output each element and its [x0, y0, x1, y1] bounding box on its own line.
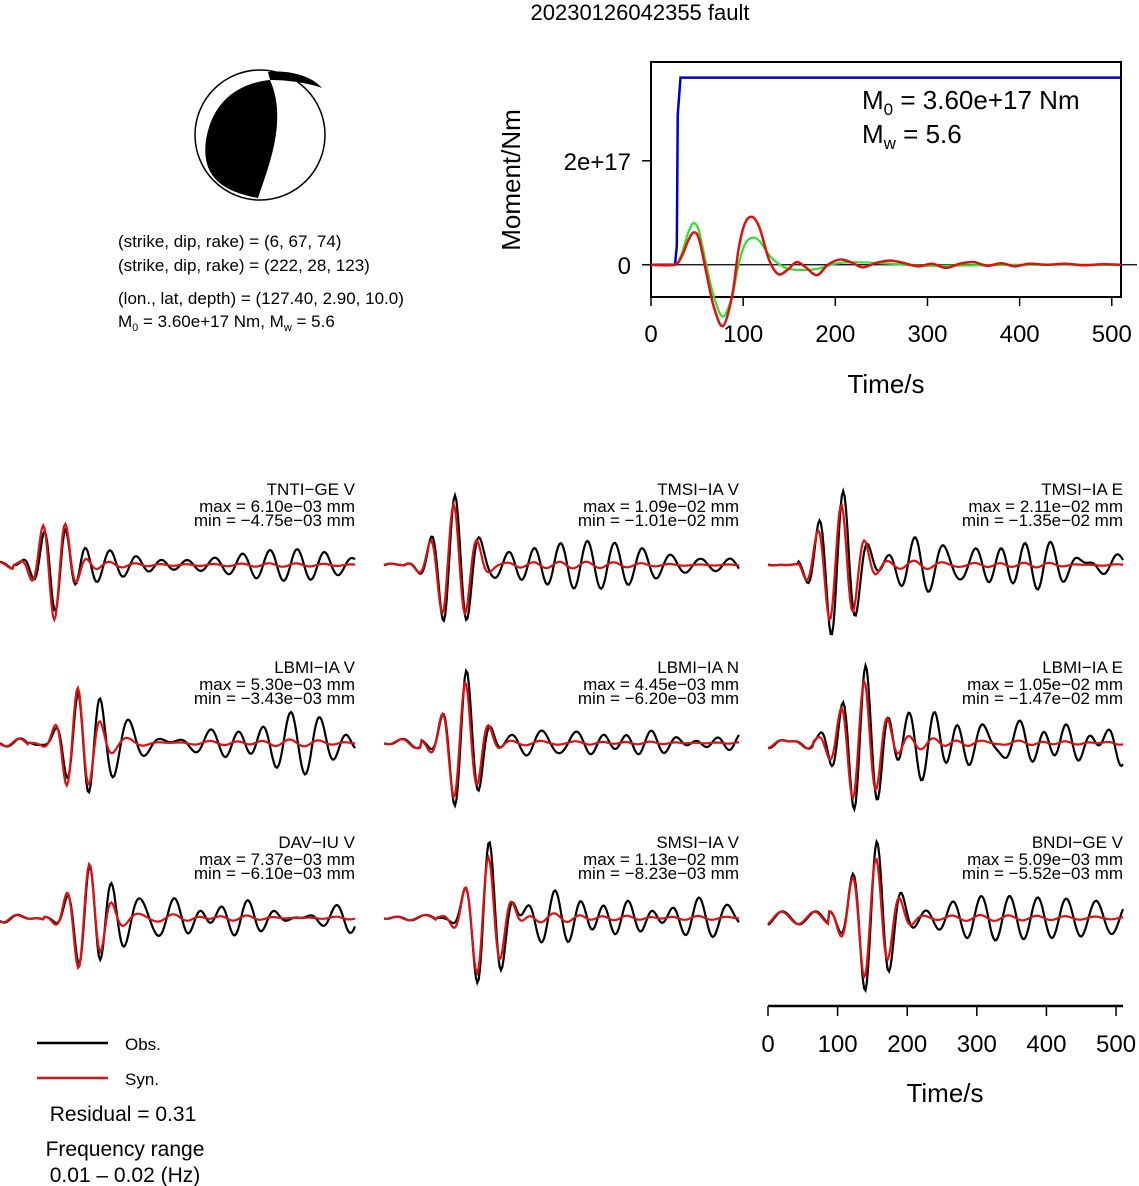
station-max-amplitude: max = 5.30e−03 mm	[199, 675, 355, 694]
synthetic-waveform	[767, 857, 1124, 980]
observed-waveform	[383, 840, 740, 986]
m0-annotation: M0 = 3.60e+17 Nm	[862, 85, 1080, 119]
station-min-amplitude: min = −4.75e−03 mm	[194, 511, 355, 530]
station-label: LBMI−IA N	[657, 658, 739, 677]
moment-x-tick-label: 300	[907, 321, 947, 348]
synthetic-waveform	[0, 521, 356, 624]
moment-y-axis-label: Moment/Nm	[496, 109, 526, 251]
legend-observed-label: Obs.	[125, 1035, 161, 1054]
synthetic-waveform	[767, 678, 1124, 802]
waveform-time-axis: 0 100 200 300 400 500	[761, 1004, 1136, 1058]
focal-mechanism-beachball	[194, 69, 326, 201]
station-min-amplitude: min = −8.23e−03 mm	[578, 864, 739, 883]
waveform-x-tick-label: 0	[761, 1031, 774, 1058]
synthetic-waveform	[383, 853, 740, 976]
station-max-amplitude: max = 4.45e−03 mm	[583, 675, 739, 694]
station-label: TNTI−GE V	[267, 480, 356, 499]
station-label: SMSI−IA V	[656, 833, 739, 852]
moment-x-tick-label: 500	[1092, 321, 1132, 348]
synthetic-waveform	[383, 681, 740, 800]
station-max-amplitude: max = 7.37e−03 mm	[199, 850, 355, 869]
station-max-amplitude: max = 1.05e−02 mm	[967, 675, 1123, 694]
station-label: LBMI−IA V	[274, 658, 355, 677]
synthetic-waveform	[0, 861, 356, 970]
moment-y-tick-label: 0	[618, 253, 631, 280]
figure-title: 20230126042355 fault	[531, 0, 750, 25]
station-max-amplitude: max = 1.09e−02 mm	[583, 497, 739, 516]
legend: Obs. Syn.	[37, 1035, 161, 1089]
location-depth: (lon., lat, depth) = (127.40, 2.90, 10.0…	[118, 289, 404, 308]
station-max-amplitude: max = 5.09e−03 mm	[967, 850, 1123, 869]
legend-synthetic-label: Syn.	[125, 1070, 159, 1089]
station-min-amplitude: min = −1.01e−02 mm	[578, 511, 739, 530]
moment-magnitude-summary: M0 = 3.60e+17 Nm, Mw = 5.6	[118, 312, 335, 334]
observed-waveform	[767, 661, 1124, 813]
station-min-amplitude: min = −6.10e−03 mm	[194, 864, 355, 883]
moment-axes: 0 100 200 300 400 500 0 2e+17	[564, 149, 1137, 348]
station-max-amplitude: max = 6.10e−03 mm	[199, 497, 355, 516]
observed-waveform	[383, 491, 740, 624]
station-min-amplitude: min = −1.47e−02 mm	[962, 689, 1123, 708]
moment-y-tick-label: 2e+17	[564, 149, 631, 176]
waveform-x-tick-label: 400	[1026, 1031, 1066, 1058]
residual-text: Residual = 0.31	[50, 1103, 197, 1126]
moment-x-tick-label: 200	[815, 321, 855, 348]
moment-plot-frame	[650, 61, 1122, 298]
station-min-amplitude: min = −3.43e−03 mm	[194, 689, 355, 708]
mw-annotation: Mw = 5.6	[862, 119, 962, 153]
moment-x-tick-label: 0	[644, 321, 657, 348]
synthetic-waveform	[383, 501, 740, 617]
strike-dip-rake-2: (strike, dip, rake) = (222, 28, 123)	[118, 256, 370, 275]
station-label: LBMI−IA E	[1042, 658, 1123, 677]
synthetic-waveform	[0, 684, 356, 789]
station-label: BNDI−GE V	[1032, 833, 1124, 852]
waveform-x-tick-label: 300	[957, 1031, 997, 1058]
waveform-x-tick-label: 100	[818, 1031, 858, 1058]
moment-rate-red-curve	[650, 215, 1122, 328]
strike-dip-rake-1: (strike, dip, rake) = (6, 67, 74)	[118, 232, 341, 251]
waveform-x-tick-label: 200	[887, 1031, 927, 1058]
waveform-x-axis-label: Time/s	[906, 1078, 983, 1108]
moment-rate-green-curve	[650, 222, 1122, 318]
moment-x-tick-label: 400	[1000, 321, 1040, 348]
station-label: DAV−IU V	[278, 833, 355, 852]
frequency-range-label: Frequency range	[46, 1138, 205, 1161]
station-min-amplitude: min = −5.52e−03 mm	[962, 864, 1123, 883]
station-min-amplitude: min = −1.35e−02 mm	[962, 511, 1123, 530]
station-min-amplitude: min = −6.20e−03 mm	[578, 689, 739, 708]
source-parameters: (strike, dip, rake) = (6, 67, 74) (strik…	[118, 232, 404, 334]
waveform-x-tick-label: 500	[1096, 1031, 1136, 1058]
station-max-amplitude: max = 2.11e−02 mm	[968, 497, 1123, 516]
station-max-amplitude: max = 1.13e−02 mm	[583, 850, 739, 869]
moment-x-tick-label: 100	[723, 321, 763, 348]
station-label: TMSI−IA E	[1041, 480, 1123, 499]
synthetic-waveform	[767, 503, 1124, 622]
station-label: TMSI−IA V	[657, 480, 739, 499]
moment-x-axis-label: Time/s	[847, 369, 924, 399]
frequency-range-value: 0.01 – 0.02 (Hz)	[50, 1164, 201, 1186]
moment-curves	[650, 76, 1122, 328]
observed-waveform	[0, 527, 356, 613]
